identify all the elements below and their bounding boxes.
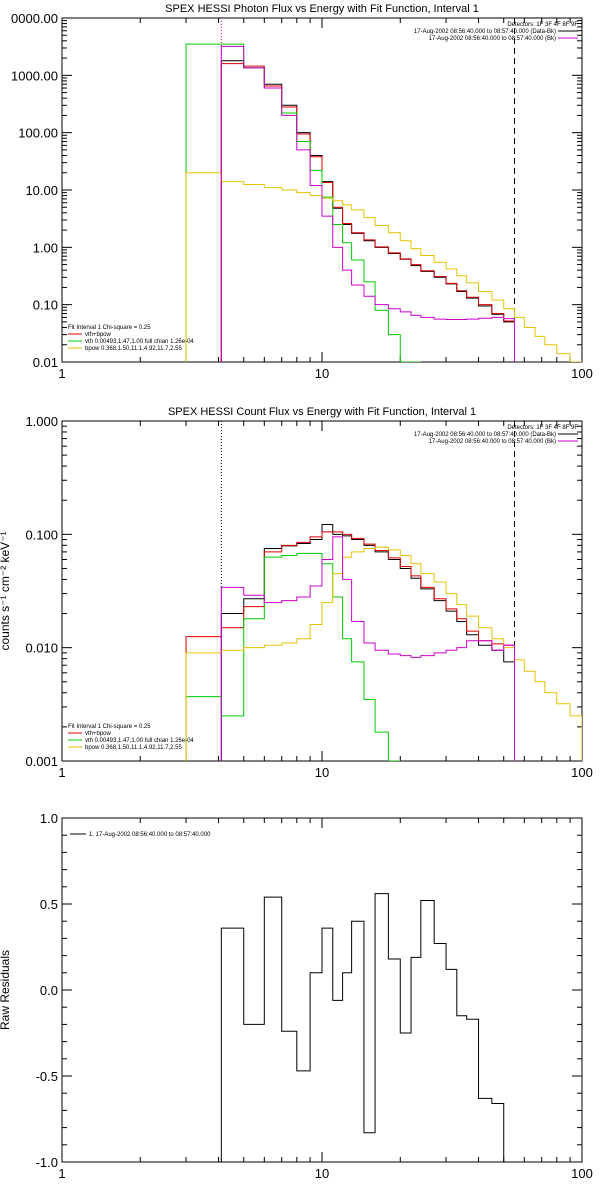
- series-bpow-line: [185, 172, 582, 362]
- y-tick-label: 0000.00: [11, 11, 58, 26]
- legend-right-label: 17-Aug-2002 08:56:40.000 to 08:57:40.000…: [429, 439, 556, 445]
- series-bpow-line: [185, 546, 582, 761]
- legend-right-label: 17-Aug-2002 08:56:40.000 to 08:57:40.000…: [429, 36, 556, 42]
- x-tick-label: 100: [571, 1166, 593, 1181]
- x-tick-label: 10: [315, 366, 329, 381]
- fit-legend-header: Fit Interval 1 Chi-square = 0.25: [68, 325, 151, 331]
- detectors-label: Detectors: 1F 3F 4F 8F 9F: [507, 22, 578, 28]
- y-tick-label: 0.100: [25, 527, 58, 542]
- x-tick-label: 1: [58, 366, 65, 381]
- y-tick-label: 1.0: [40, 811, 58, 826]
- x-tick-label: 10: [315, 765, 329, 780]
- x-tick-label: 10: [315, 1166, 329, 1181]
- residuals-panel: 1 10 100 -1.0 -0.5 0.0 0.5 1.0 Raw Residuals 1. 1…: [0, 811, 593, 1181]
- y-axis-label: Raw Residuals: [0, 950, 12, 1030]
- plot-area: [185, 18, 582, 362]
- y-tick-label: 1.000: [25, 414, 58, 429]
- x-tick-label: 100: [571, 765, 593, 780]
- y-axis-label: counts s⁻¹ cm⁻² keV⁻¹: [0, 531, 12, 650]
- series-sum-line: [185, 531, 515, 761]
- y-tick-label: 1000.00: [11, 68, 58, 83]
- fit-legend-label: vth+bpow: [85, 332, 112, 338]
- plot-area: [220, 893, 505, 1162]
- y-tick-label: 0.01: [33, 355, 58, 370]
- chart-title: SPEX HESSI Count Flux vs Energy with Fit…: [168, 406, 476, 418]
- fit-legend-label: vth 0.00493,1.47,1.00 full chian 1.26e-0…: [85, 339, 194, 345]
- y-tick-label: 0.0: [40, 983, 58, 998]
- legend-right-label: 17-Aug-2002 08:56:40.000 to 08:57:40.000…: [414, 432, 556, 438]
- fit-legend-header: Fit Interval 1 Chi-square = 0.25: [68, 724, 151, 730]
- fit-legend-label: vth 0.00493,1.47,1.00 full chian 1.26e-0…: [85, 738, 194, 744]
- residual-line: [220, 893, 505, 1162]
- series-total-line: [220, 60, 515, 362]
- y-tick-label: 0.001: [25, 754, 58, 769]
- axis-box: [61, 420, 583, 762]
- y-tick-label: 0.5: [40, 897, 58, 912]
- count-flux-panel: SPEX HESSI Count Flux vs Energy with Fit…: [0, 406, 593, 780]
- plot-area: [185, 421, 582, 761]
- y-tick-label: 10.00: [25, 183, 58, 198]
- series-bk-line: [220, 536, 515, 761]
- residual-legend-label: 1. 17-Aug-2002 08:56:40.000 to 08:57:40.…: [89, 832, 211, 838]
- series-sum-line: [220, 63, 515, 362]
- series-vth-line: [185, 552, 401, 761]
- x-tick-label: 100: [571, 366, 593, 381]
- fit-legend-label: vth+bpow: [85, 731, 112, 737]
- photon-flux-panel: SPEX HESSI Photon Flux vs Energy with Fi…: [11, 3, 593, 381]
- y-tick-label: -0.5: [36, 1069, 58, 1084]
- series-bk-line: [220, 45, 515, 362]
- y-tick-label: 0.010: [25, 641, 58, 656]
- legend-right-label: 17-Aug-2002 08:56:40.000 to 08:57:40.000…: [414, 29, 556, 35]
- fit-legend-label: bpow 0.368,1.50,11.1,4.92,11.7,2.55: [85, 346, 183, 352]
- series-total-line: [220, 524, 515, 761]
- x-tick-label: 1: [58, 765, 65, 780]
- fit-legend-label: bpow 0.368,1.50,11.1,4.92,11.7,2.55: [85, 745, 183, 751]
- detectors-label: Detectors: 1F 3F 4F 8F 9F: [507, 425, 578, 431]
- x-tick-label: 1: [58, 1166, 65, 1181]
- y-tick-label: -1.0: [36, 1155, 58, 1170]
- y-tick-label: 100.00: [18, 126, 58, 141]
- chart-title: SPEX HESSI Photon Flux vs Energy with Fi…: [165, 3, 479, 15]
- y-tick-label: 0.10: [33, 298, 58, 313]
- y-tick-label: 1.00: [33, 240, 58, 255]
